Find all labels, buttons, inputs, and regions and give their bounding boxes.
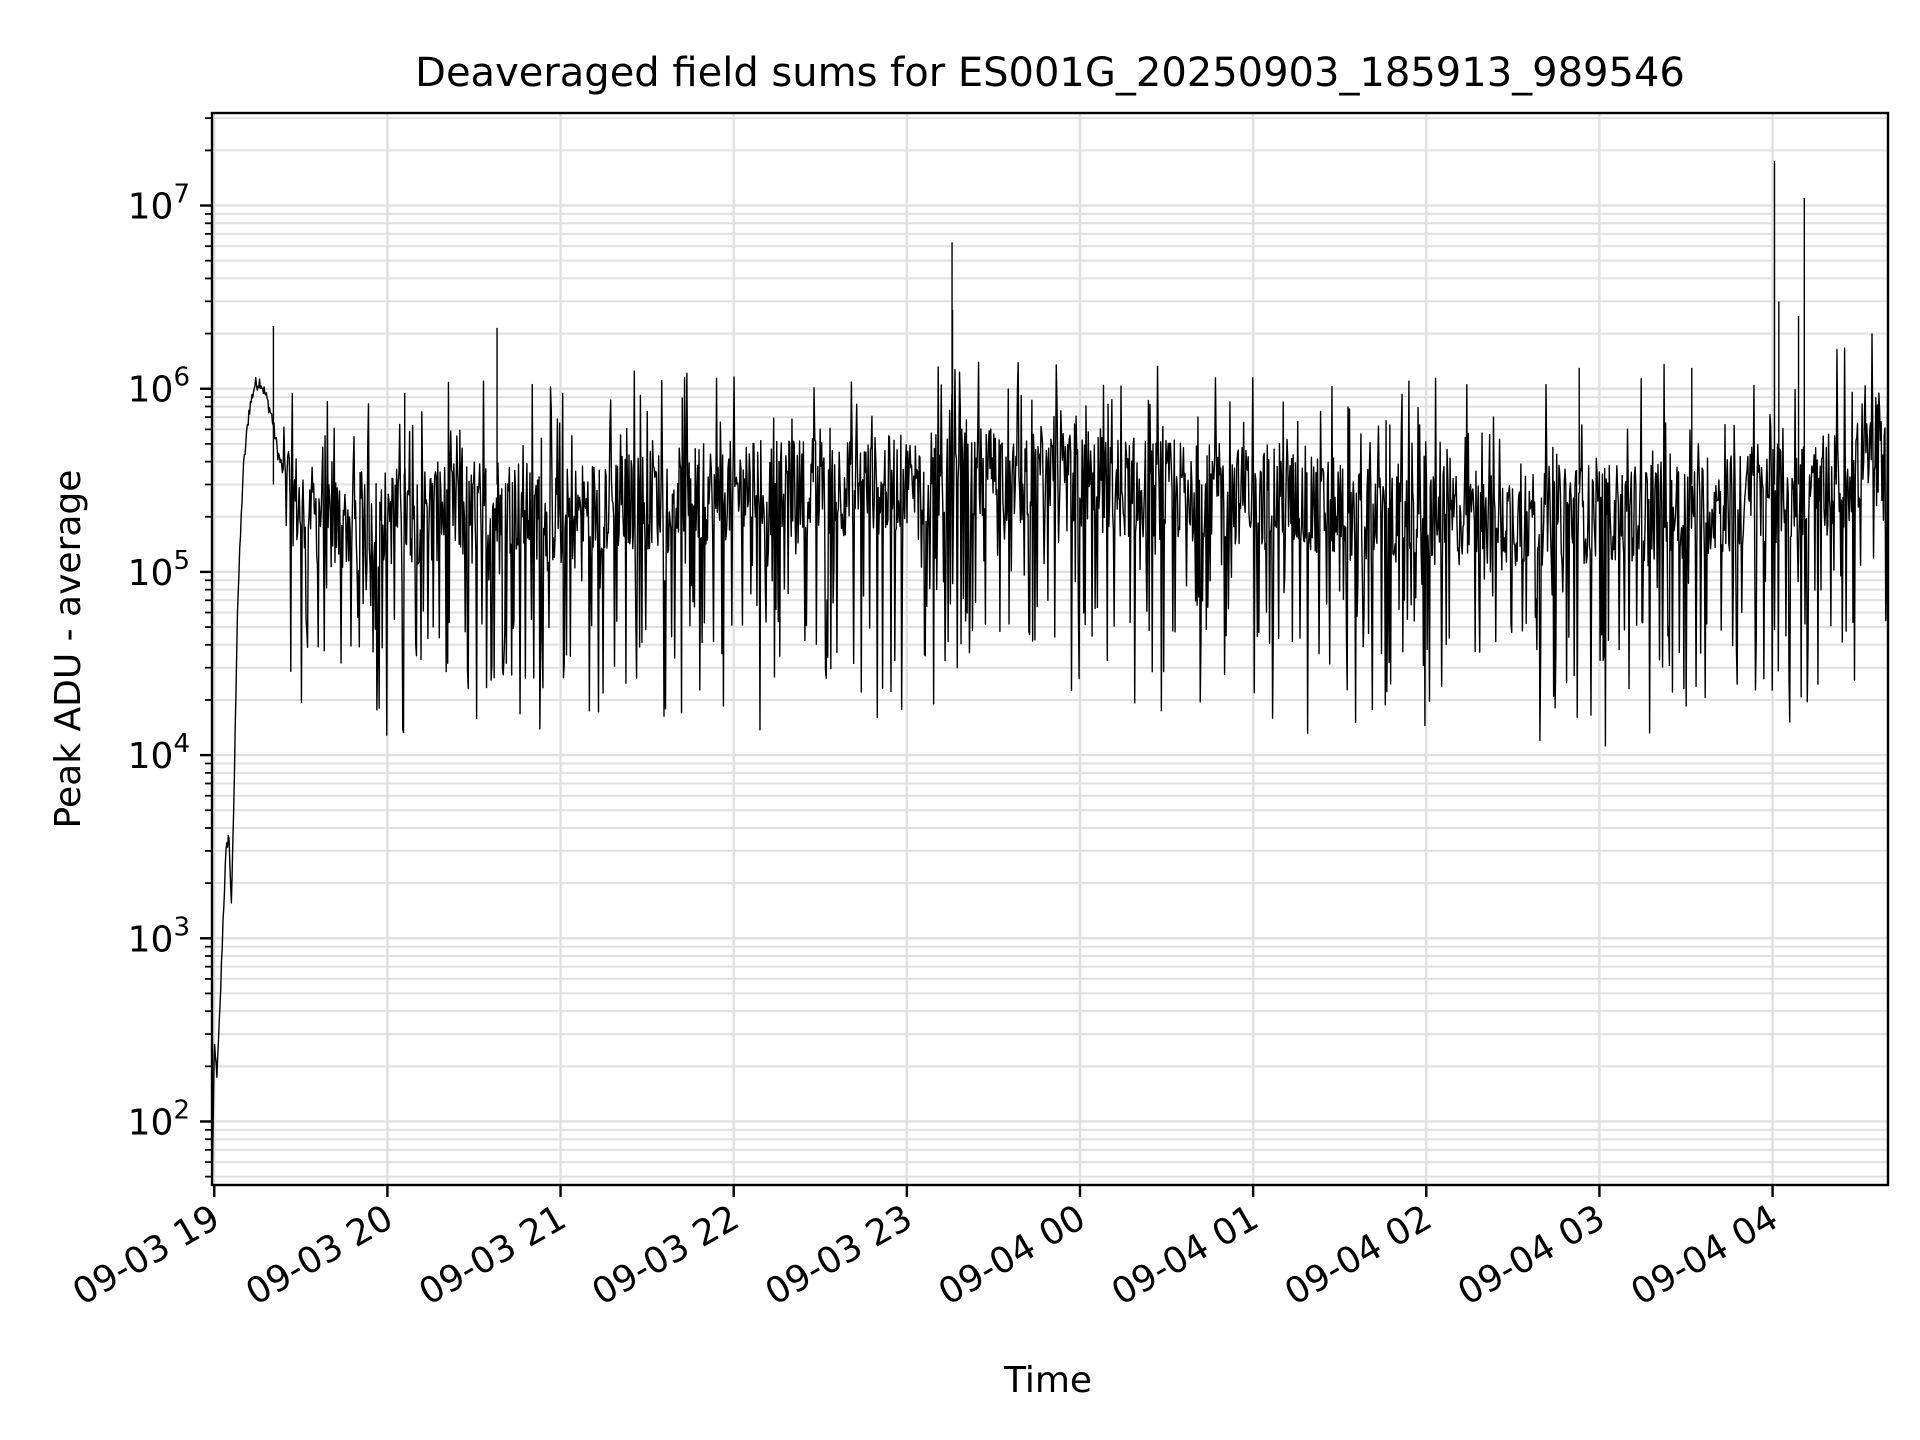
chart-title: Deaveraged field sums for ES001G_2025090…: [415, 50, 1685, 96]
y-tick-label: 105: [128, 546, 190, 594]
x-tick-label: 09-03 19: [66, 1197, 227, 1313]
x-tick-label: 09-03 22: [586, 1197, 747, 1313]
series-layer: [211, 161, 1889, 1175]
y-tick-label: 107: [128, 180, 190, 228]
x-tick-label: 09-04 04: [1624, 1197, 1785, 1313]
y-tick-label: 102: [128, 1095, 190, 1143]
plot-frame: [210, 111, 1890, 1187]
x-tick-label: 09-04 00: [932, 1197, 1093, 1313]
series-line: [211, 333, 1889, 1175]
x-axis-label: Time: [1003, 1360, 1092, 1401]
y-tick-label: 104: [128, 729, 190, 777]
y-axis-label: Peak ADU - average: [48, 470, 89, 829]
x-tick-label: 09-03 20: [239, 1197, 400, 1313]
x-tick-label: 09-04 02: [1278, 1197, 1439, 1313]
x-tick-label: 09-03 23: [759, 1197, 920, 1313]
x-tick-label: 09-03 21: [412, 1197, 573, 1313]
y-tick-label: 103: [128, 912, 190, 960]
x-tick-label: 09-04 03: [1451, 1197, 1612, 1313]
grid: [212, 113, 1888, 1185]
x-tick-label: 09-04 01: [1105, 1197, 1266, 1313]
y-tick-label: 106: [128, 363, 190, 411]
